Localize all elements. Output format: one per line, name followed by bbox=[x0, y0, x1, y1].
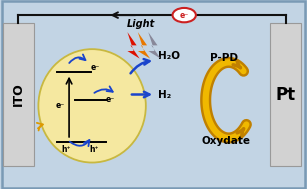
Text: h⁺: h⁺ bbox=[89, 145, 98, 154]
Text: H₂O: H₂O bbox=[158, 51, 180, 61]
Text: Light: Light bbox=[127, 19, 155, 29]
Polygon shape bbox=[138, 32, 150, 59]
Text: h⁺: h⁺ bbox=[61, 145, 71, 154]
Text: Pt: Pt bbox=[275, 85, 296, 104]
Text: e⁻: e⁻ bbox=[91, 63, 100, 72]
Text: e⁻: e⁻ bbox=[180, 11, 189, 20]
Text: e⁻: e⁻ bbox=[55, 101, 64, 110]
Bar bbox=[3, 23, 34, 166]
Circle shape bbox=[173, 8, 196, 22]
Text: ITO: ITO bbox=[12, 83, 25, 106]
Ellipse shape bbox=[38, 49, 146, 163]
Text: P-PD: P-PD bbox=[210, 53, 238, 63]
Text: Oxydate: Oxydate bbox=[201, 136, 250, 146]
Polygon shape bbox=[148, 32, 161, 59]
Text: e⁻: e⁻ bbox=[106, 95, 115, 104]
Bar bbox=[270, 23, 301, 166]
Polygon shape bbox=[127, 32, 140, 59]
Text: H₂: H₂ bbox=[158, 90, 171, 99]
